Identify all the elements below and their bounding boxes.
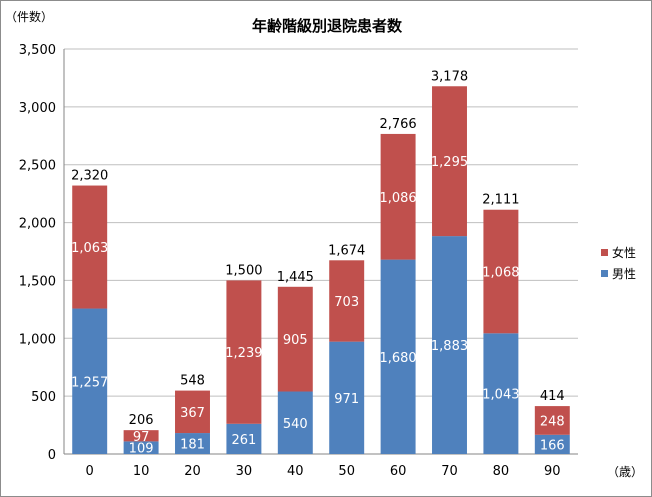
- y-tick-label: 3,500: [19, 43, 56, 58]
- male-data-label: 540: [283, 417, 308, 432]
- x-tick-label: 70: [441, 464, 458, 479]
- female-data-label: 1,295: [431, 155, 468, 170]
- y-tick-label: 2,500: [19, 159, 56, 174]
- y-tick-label: 1,500: [19, 274, 56, 289]
- bar-male: [380, 259, 416, 454]
- male-data-label: 166: [540, 438, 565, 453]
- total-data-label: 3,178: [431, 69, 468, 84]
- legend-label: 男性: [612, 267, 636, 281]
- bar-male: [123, 441, 159, 454]
- female-data-label: 1,086: [379, 191, 416, 206]
- x-tick-label: 90: [544, 464, 561, 479]
- legend-swatch: [601, 270, 608, 277]
- bar-female: [483, 209, 519, 334]
- y-tick-label: 0: [48, 448, 56, 463]
- female-data-label: 248: [540, 414, 565, 429]
- y-tick-label: 500: [31, 390, 56, 405]
- bar-male: [534, 434, 570, 454]
- x-tick-label: 80: [493, 464, 510, 479]
- bar-female: [432, 86, 467, 237]
- female-data-label: 1,239: [225, 346, 262, 361]
- female-data-label: 905: [283, 333, 308, 348]
- bar-female: [534, 406, 570, 435]
- female-data-label: 703: [334, 295, 359, 310]
- male-data-label: 261: [231, 433, 256, 448]
- total-data-label: 1,500: [225, 263, 262, 278]
- total-data-label: 2,111: [482, 193, 519, 208]
- bar-male: [226, 423, 262, 454]
- bar-male: [329, 341, 365, 454]
- x-tick-label: 40: [287, 464, 304, 479]
- x-tick-label: 30: [236, 464, 253, 479]
- male-data-label: 1,883: [431, 339, 468, 354]
- bar-male: [277, 391, 313, 454]
- chart-title: 年齢階級別退院患者数: [252, 17, 403, 35]
- bar-male: [72, 308, 108, 454]
- total-data-label: 548: [180, 374, 205, 389]
- x-tick-label: 60: [390, 464, 407, 479]
- female-data-label: 1,063: [71, 241, 108, 256]
- x-axis-unit-label: （歳）: [607, 465, 643, 479]
- male-data-label: 181: [180, 438, 205, 453]
- total-data-label: 1,445: [277, 270, 314, 285]
- total-data-label: 414: [540, 389, 565, 404]
- gridlines: [63, 48, 578, 455]
- y-axis-ticks: 0 500 1,000 1,500 2,000 2,500 3,000 3,500: [19, 43, 56, 463]
- bar-female: [226, 280, 262, 424]
- bar-male: [483, 333, 519, 454]
- male-data-label: 1,043: [482, 388, 519, 403]
- total-data-label: 206: [129, 413, 154, 428]
- bar-female: [277, 286, 313, 392]
- x-tick-label: 50: [338, 464, 355, 479]
- bar-male: [432, 236, 467, 454]
- bar-female: [123, 430, 159, 442]
- total-data-label: 1,674: [328, 243, 365, 258]
- x-tick-label: 0: [86, 464, 94, 479]
- male-data-label: 1,680: [379, 351, 416, 366]
- bar-female: [175, 390, 210, 434]
- y-tick-label: 1,000: [19, 332, 56, 347]
- y-axis-unit-label: （件数）: [5, 9, 53, 24]
- bar-female: [380, 133, 416, 260]
- male-data-label: 1,257: [71, 375, 108, 390]
- y-tick-label: 2,000: [19, 217, 56, 232]
- male-data-label: 109: [129, 442, 154, 457]
- male-data-label: 971: [334, 392, 359, 407]
- x-tick-label: 20: [184, 464, 201, 479]
- legend-swatch: [601, 249, 608, 256]
- bar-female: [329, 260, 365, 342]
- female-data-label: 367: [180, 406, 205, 421]
- x-axis-ticks: 0 10 20 30 40 50 60 70 80 90: [86, 464, 561, 479]
- female-data-label: 97: [133, 430, 150, 445]
- y-tick-label: 3,000: [19, 101, 56, 116]
- total-data-label: 2,766: [379, 117, 416, 132]
- legend-label: 女性: [612, 245, 636, 260]
- x-tick-label: 10: [133, 464, 150, 479]
- bar-male: [175, 433, 210, 454]
- total-data-label: 2,320: [71, 169, 108, 184]
- bar-female: [72, 185, 108, 309]
- female-data-label: 1,068: [482, 266, 519, 281]
